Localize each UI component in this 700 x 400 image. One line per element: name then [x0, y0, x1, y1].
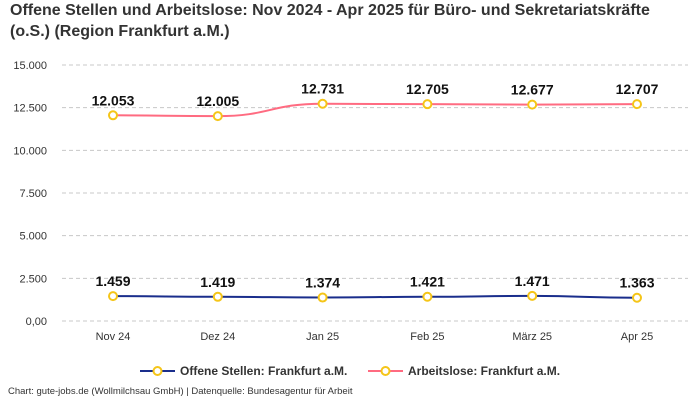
x-tick-label: Dez 24 — [200, 331, 235, 343]
y-tick-label: 10.000 — [13, 145, 47, 157]
y-tick-label: 5.000 — [19, 231, 47, 243]
data-label: 1.459 — [95, 273, 130, 289]
y-tick-label: 0,00 — [26, 316, 47, 328]
data-point — [212, 291, 223, 302]
legend-item: Arbeitslose: Frankfurt a.M. — [368, 364, 560, 378]
data-label: 12.707 — [616, 81, 659, 97]
data-label: 1.419 — [200, 274, 235, 290]
data-point — [108, 291, 118, 302]
y-tick-label: 12.500 — [13, 103, 47, 115]
x-tick-label: Feb 25 — [410, 331, 444, 343]
data-point — [422, 99, 433, 110]
data-point — [108, 110, 118, 121]
x-tick-label: März 25 — [512, 331, 552, 343]
y-tick-label: 2.500 — [19, 273, 47, 285]
legend-item: Offene Stellen: Frankfurt a.M. — [140, 364, 347, 378]
chart-title: Offene Stellen und Arbeitslose: Nov 2024… — [10, 2, 650, 40]
y-tick-label: 7.500 — [19, 188, 47, 200]
data-label: 12.705 — [406, 81, 449, 97]
data-point — [632, 99, 642, 110]
data-label: 1.471 — [515, 273, 550, 289]
data-label: 12.005 — [196, 93, 239, 109]
legend-label: Offene Stellen: Frankfurt a.M. — [180, 364, 347, 378]
x-tick-label: Nov 24 — [96, 331, 131, 343]
legend-marker-icon — [380, 366, 391, 376]
data-label: 12.677 — [511, 82, 554, 98]
x-tick-label: Jan 25 — [306, 331, 339, 343]
data-label: 12.731 — [301, 81, 344, 97]
legend-label: Arbeitslose: Frankfurt a.M. — [408, 364, 560, 378]
x-tick-label: Apr 25 — [621, 331, 653, 343]
y-tick-label: 15.000 — [13, 60, 47, 72]
data-point — [212, 111, 223, 122]
data-label: 12.053 — [92, 92, 135, 108]
legend-marker-icon — [152, 366, 163, 376]
data-point — [422, 291, 433, 302]
series-line-offene-stellen — [112, 294, 638, 299]
data-label: 1.374 — [305, 275, 340, 291]
data-label: 1.363 — [619, 275, 654, 291]
data-point — [317, 292, 328, 303]
data-point — [632, 292, 642, 303]
data-point — [527, 290, 538, 301]
data-point — [527, 99, 538, 110]
data-point — [317, 98, 328, 109]
data-label: 1.421 — [410, 274, 445, 290]
chart-credit: Chart: gute-jobs.de (Wollmilchsau GmbH) … — [8, 386, 353, 397]
series-line-arbeitslose — [112, 102, 638, 118]
